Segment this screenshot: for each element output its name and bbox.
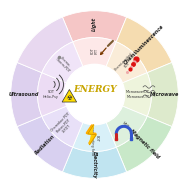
Text: Chemo-
Therm-PDT: Chemo- Therm-PDT xyxy=(54,54,73,73)
Wedge shape xyxy=(38,73,67,116)
Text: Cherenkov PDT
Proton-PDT
X-PDT: Cherenkov PDT Proton-PDT X-PDT xyxy=(50,112,77,139)
Wedge shape xyxy=(116,116,172,172)
Text: MHT: MHT xyxy=(121,121,129,129)
Circle shape xyxy=(64,64,125,125)
Text: Chemi-excited
PDT: Chemi-excited PDT xyxy=(114,52,137,75)
Wedge shape xyxy=(122,73,151,116)
Text: Light: Light xyxy=(92,17,97,31)
Wedge shape xyxy=(62,11,127,42)
Wedge shape xyxy=(73,122,116,151)
Text: Magnetic field: Magnetic field xyxy=(129,129,160,160)
Wedge shape xyxy=(42,42,83,83)
Text: ☢: ☢ xyxy=(67,96,72,101)
Text: Chemiluminescence: Chemiluminescence xyxy=(123,24,165,66)
Wedge shape xyxy=(42,106,83,147)
Text: EDT
Tumor treating field: EDT Tumor treating field xyxy=(90,122,99,155)
Wedge shape xyxy=(17,17,73,73)
Text: Radiation: Radiation xyxy=(34,133,56,155)
Wedge shape xyxy=(106,42,147,83)
Wedge shape xyxy=(116,17,172,73)
Wedge shape xyxy=(73,38,116,67)
Wedge shape xyxy=(106,106,147,147)
Wedge shape xyxy=(62,147,127,178)
Text: Ultrasound: Ultrasound xyxy=(9,92,39,97)
Text: Electricity: Electricity xyxy=(92,151,97,179)
Text: Microwave: Microwave xyxy=(150,92,180,97)
Wedge shape xyxy=(17,116,73,172)
Polygon shape xyxy=(88,125,96,145)
Text: ENERGY: ENERGY xyxy=(73,85,116,94)
Wedge shape xyxy=(11,62,42,127)
Text: SDT
Helio-Psy: SDT Helio-Psy xyxy=(43,90,59,99)
Polygon shape xyxy=(62,89,77,102)
Wedge shape xyxy=(147,62,178,127)
Text: PDT
PTT: PDT PTT xyxy=(90,48,99,54)
Text: Microwave-DT
Microwave-TT: Microwave-DT Microwave-TT xyxy=(126,90,150,99)
